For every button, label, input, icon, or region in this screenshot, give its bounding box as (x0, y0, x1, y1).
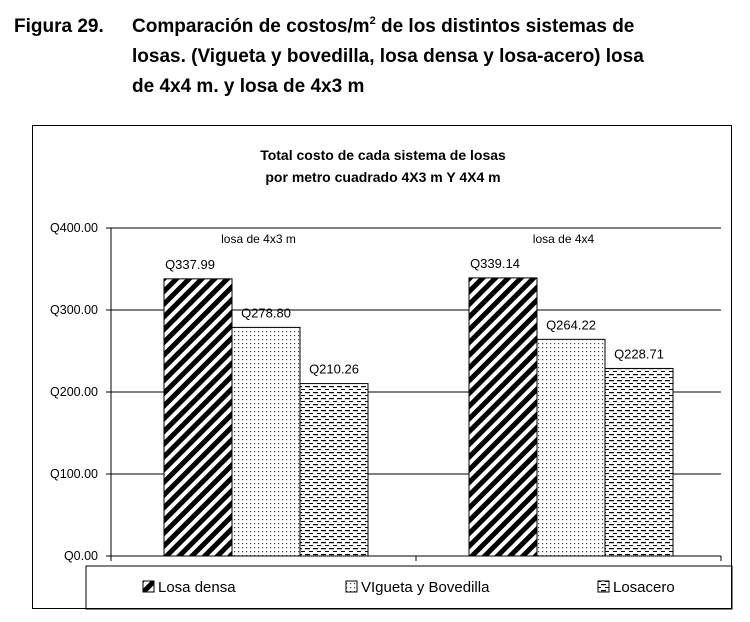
data-label: Q228.71 (614, 346, 664, 361)
category-label: losa de 4x3 m (221, 232, 296, 246)
legend-label: VIgueta y Bovedilla (361, 579, 490, 596)
data-label: Q264.22 (546, 317, 596, 332)
y-tick-label: Q0.00 (64, 549, 98, 563)
figure-number: Figura 29. (14, 16, 104, 37)
legend-swatch-2 (345, 580, 358, 593)
bar-losacero-1 (299, 383, 369, 557)
bar-vigueta-y-bovedilla-2 (536, 338, 606, 557)
legend-swatch-3 (597, 580, 610, 593)
figure-caption: Figura 29. Comparación de costos/m2 de lo… (14, 12, 734, 102)
y-tick-label: Q200.00 (50, 385, 98, 399)
caption-text-1b: de los distintos sistemas de (375, 16, 635, 37)
bar-vigueta-y-bovedilla-1 (231, 326, 301, 557)
bar-chart: Total costo de cada sistema de losas por … (50, 147, 733, 610)
legend-label: Losacero (613, 579, 675, 596)
data-label: Q210.26 (309, 362, 359, 377)
bar-losa-densa-2 (468, 277, 538, 557)
y-tick-label: Q300.00 (50, 303, 98, 317)
data-label: Q339.14 (470, 256, 520, 271)
legend-swatch-1 (142, 580, 155, 593)
caption-superscript: 2 (369, 15, 376, 27)
caption-line-2: losas. (Vigueta y bovedilla, losa densa … (14, 42, 734, 72)
data-label: Q337.99 (165, 257, 215, 272)
bar-losa-densa-1 (163, 278, 233, 557)
bar-losacero-2 (604, 367, 674, 557)
category-label: losa de 4x4 (533, 232, 595, 246)
caption-line-1: Figura 29. Comparación de costos/m2 de lo… (14, 12, 734, 42)
chart-frame: Total costo de cada sistema de losas por … (32, 125, 733, 610)
legend-label: Losa densa (158, 579, 236, 596)
legend-box (85, 565, 733, 610)
y-tick-label: Q100.00 (50, 467, 98, 481)
chart-title-line-2: por metro cuadrado 4X3 m Y 4X4 m (265, 169, 500, 185)
caption-text-1: Comparación de costos/m (132, 16, 370, 37)
chart-title-line-1: Total costo de cada sistema de losas (260, 147, 506, 163)
y-tick-label: Q400.00 (50, 221, 98, 235)
caption-text-2: losas. (Vigueta y bovedilla, losa densa … (132, 46, 644, 67)
caption-line-3: de 4x4 m. y losa de 4x3 m (14, 72, 734, 102)
caption-text-3: de 4x4 m. y losa de 4x3 m (132, 76, 365, 97)
data-label: Q278.80 (241, 305, 291, 320)
